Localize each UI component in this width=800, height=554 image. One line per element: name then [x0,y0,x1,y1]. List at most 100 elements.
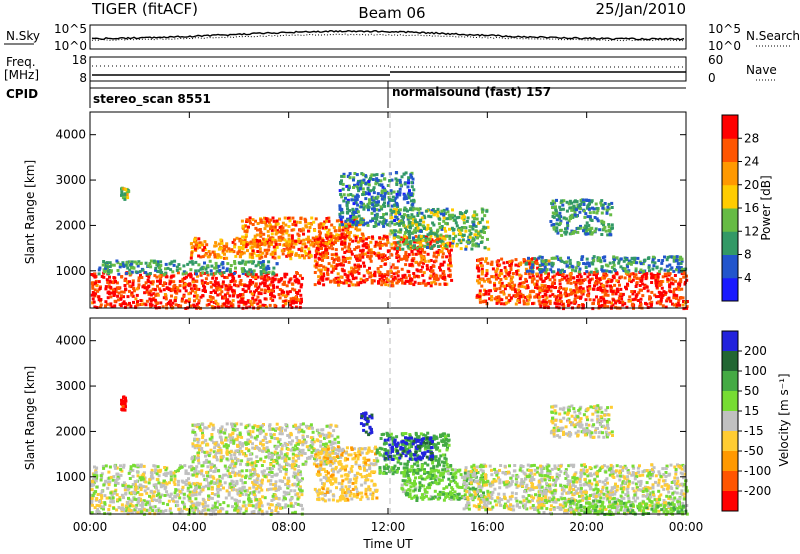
heatmap-cell [294,305,298,309]
heatmap-cell [528,295,532,299]
heatmap-cell [362,190,366,194]
heatmap-cell [593,271,596,274]
heatmap-cell [573,297,577,301]
heatmap-cell [395,281,399,285]
heatmap-cell [433,232,437,236]
heatmap-cell [623,256,627,260]
heatmap-cell [675,296,678,300]
heatmap-cell [151,298,155,302]
heatmap-cell [399,236,403,240]
heatmap-cell [118,496,122,500]
heatmap-cell [203,271,206,275]
heatmap-cell [399,183,403,187]
heatmap-cell [373,252,377,256]
heatmap-cell [138,270,142,274]
heatmap-cell [588,287,592,291]
heatmap-cell [120,509,124,513]
heatmap-cell [282,490,286,494]
heatmap-cell [447,249,450,253]
heatmap-cell [138,476,142,480]
heatmap-cell [361,220,365,224]
heatmap-cell [454,221,458,225]
heatmap-cell [440,209,444,213]
heatmap-cell [223,247,227,251]
heatmap-cell [576,226,580,230]
heatmap-cell [137,497,141,500]
heatmap-cell [667,296,671,300]
heatmap-cell [94,281,98,285]
heatmap-cell [367,183,371,187]
heatmap-cell [351,239,355,243]
heatmap-cell [330,270,334,274]
heatmap-cell [245,469,249,473]
heatmap-cell [548,302,552,306]
heatmap-cell [567,293,571,297]
heatmap-cell [200,281,204,285]
heatmap-cell [287,244,291,247]
nsky-tick-top: 10^5 [54,22,87,36]
heatmap-cell [432,272,436,276]
heatmap-cell [586,228,590,232]
heatmap-cell [159,268,163,272]
heatmap-cell [258,233,262,237]
heatmap-cell [189,242,193,246]
heatmap-cell [363,222,367,226]
heatmap-cell [529,263,533,267]
heatmap-cell [221,295,225,299]
heatmap-cell [250,303,254,307]
heatmap-cell [135,287,139,291]
heatmap-cell [118,265,122,269]
heatmap-cell [558,269,562,273]
heatmap-cell [680,259,684,263]
heatmap-cell [313,254,317,257]
heatmap-cell [444,234,448,238]
heatmap-cell [647,265,651,269]
heatmap-cell [567,202,571,206]
heatmap-cell [374,223,378,227]
heatmap-cell [262,469,266,473]
heatmap-cell [404,276,408,280]
heatmap-cell [187,481,191,485]
heatmap-cell [307,256,311,260]
heatmap-cell [547,286,550,290]
heatmap-cell [168,495,172,498]
heatmap-cell [106,296,110,300]
heatmap-cell [582,209,586,213]
heatmap-cell [176,288,180,292]
heatmap-cell [280,230,284,234]
heatmap-cell [112,475,116,479]
heatmap-cell [294,493,298,497]
heatmap-cell [272,284,275,288]
heatmap-cell [250,510,254,514]
heatmap-cell [389,269,393,273]
heatmap-cell [369,254,373,258]
heatmap-cell [605,284,609,288]
heatmap-cell [341,228,345,232]
heatmap-cell [436,245,440,248]
heatmap-cell [245,220,249,223]
heatmap-cell [364,197,368,201]
heatmap-cell [435,250,439,254]
nsearch-label: N.Search [746,29,800,43]
heatmap-cell [515,270,519,273]
heatmap-cell [319,270,323,274]
heatmap-cell [132,287,136,290]
heatmap-cell [327,228,331,232]
heatmap-cell [183,505,187,509]
heatmap-cell [417,208,421,212]
heatmap-cell [496,263,500,267]
heatmap-cell [119,262,123,266]
heatmap-cell [441,255,445,259]
heatmap-cell [286,216,290,220]
heatmap-cell [492,275,496,279]
heatmap-cell [282,467,286,471]
heatmap-cell [646,289,650,293]
heatmap-cell [239,255,242,259]
heatmap-cell [582,203,586,206]
heatmap-cell [346,207,349,211]
heatmap-cell [208,252,212,256]
heatmap-cell [134,270,138,274]
heatmap-cell [493,283,497,287]
heatmap-cell [136,300,139,303]
